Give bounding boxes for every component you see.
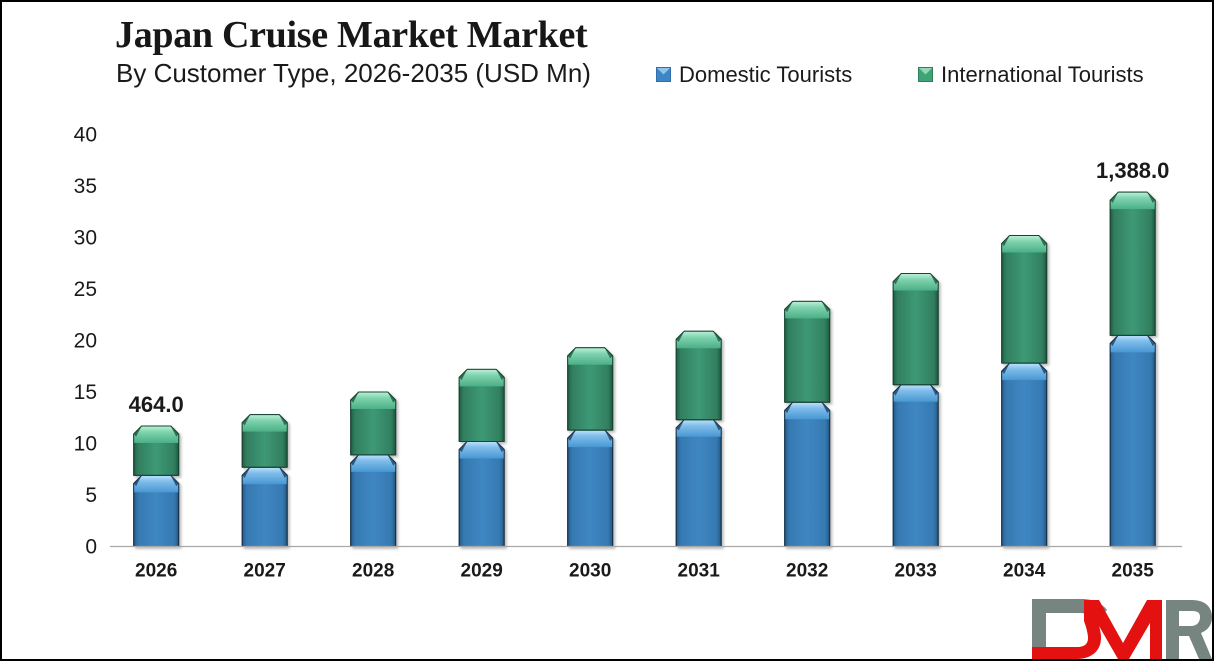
- svg-text:2034: 2034: [1003, 561, 1046, 582]
- svg-text:464.0: 464.0: [129, 392, 184, 417]
- svg-text:10: 10: [74, 433, 97, 456]
- svg-text:35: 35: [74, 175, 97, 198]
- svg-text:40: 40: [74, 124, 97, 147]
- svg-text:1,388.0: 1,388.0: [1096, 158, 1169, 183]
- svg-text:0: 0: [85, 536, 97, 559]
- svg-text:2027: 2027: [244, 561, 286, 582]
- svg-text:2033: 2033: [895, 561, 937, 582]
- svg-text:2032: 2032: [786, 561, 828, 582]
- svg-text:2030: 2030: [569, 561, 611, 582]
- svg-text:2031: 2031: [678, 561, 721, 582]
- svg-text:2026: 2026: [135, 561, 177, 582]
- svg-text:2029: 2029: [461, 561, 503, 582]
- svg-text:25: 25: [74, 278, 97, 301]
- svg-text:2028: 2028: [352, 561, 394, 582]
- svg-text:20: 20: [74, 330, 97, 353]
- svg-text:15: 15: [74, 381, 97, 404]
- svg-text:30: 30: [74, 227, 97, 250]
- svg-text:2035: 2035: [1112, 561, 1155, 582]
- svg-text:5: 5: [85, 484, 97, 507]
